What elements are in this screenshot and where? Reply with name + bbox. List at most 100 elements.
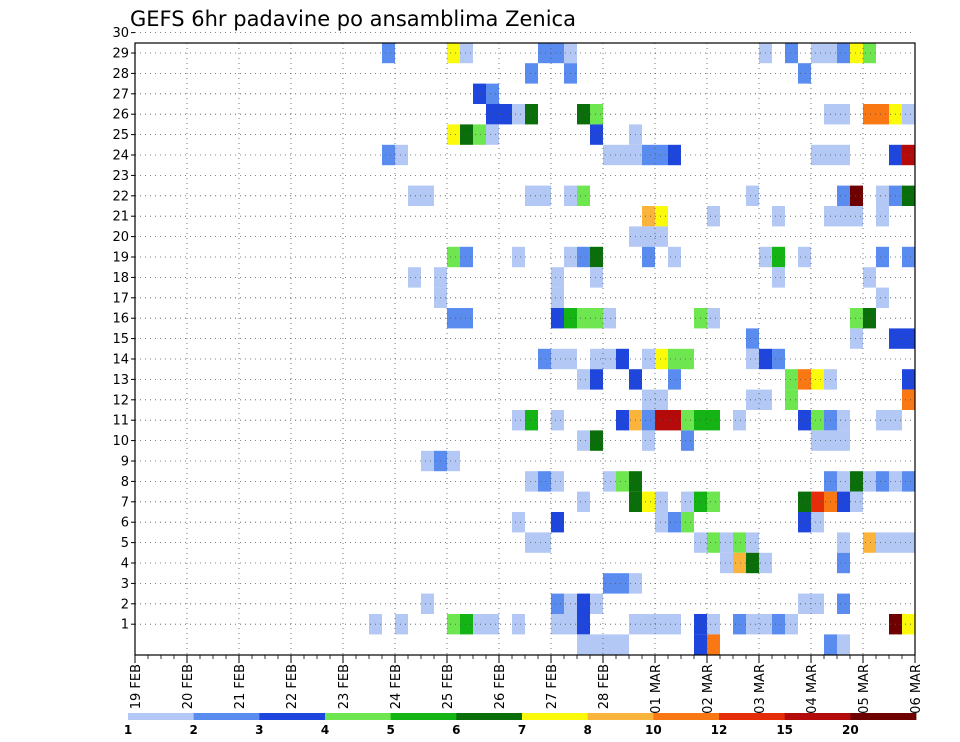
heatmap-cell [707,634,720,655]
heatmap-cell [902,369,915,390]
heatmap-cell [733,552,746,574]
heatmap-cell [850,308,863,329]
heatmap-cell [590,104,603,125]
heatmap-cell [590,634,603,655]
x-tick-label: 24 FEB [389,664,404,709]
heatmap-cell [460,614,473,635]
x-tick-label: 05 MAR [857,664,872,714]
heatmap-cell [616,634,629,655]
heatmap-cell [551,471,564,492]
heatmap-cell [668,246,681,268]
heatmap-cell [837,491,850,512]
heatmap-cell [772,614,785,635]
heatmap-cell [772,246,785,268]
heatmap-cell [733,532,746,553]
heatmap-cell [551,43,564,64]
x-tick-label: 04 MAR [805,664,820,714]
heatmap-cell [486,104,499,125]
heatmap-cell [577,308,590,329]
heatmap-cell [837,43,850,64]
y-tick-label: 11 [112,414,129,429]
colorbar-swatch [719,713,786,720]
colorbar-label: 6 [452,723,460,737]
heatmap-cell [707,206,720,227]
y-tick-label: 30 [112,26,129,41]
x-axis: 19 FEB 20 FEB 21 FEB 22 FEB 23 FEB 24 FEB 25 F… [129,655,924,714]
heatmap-cell [863,104,876,125]
heatmap-cell [616,144,629,166]
heatmap-cell [811,491,824,512]
heatmap-cell [902,144,915,166]
heatmap-cell [655,144,668,166]
heatmap-cell [551,512,564,533]
heatmap-cell [811,144,824,166]
heatmap-cell [837,410,850,431]
heatmap-cell [850,206,863,227]
heatmap-cell [525,410,538,431]
colorbar-label: 2 [189,723,197,737]
heatmap-cell [577,104,590,125]
y-tick-label: 28 [112,67,129,82]
heatmap-cell [746,614,759,635]
heatmap-cell [785,43,798,64]
colorbar-swatch [390,713,457,720]
heatmap-cell [850,185,863,206]
y-tick-label: 6 [121,516,129,531]
heatmap-cell [473,614,486,635]
heatmap-cell [642,246,655,268]
heatmap-cell [395,144,408,166]
heatmap-cell [512,246,525,268]
colorbar-label: 3 [255,723,263,737]
heatmap-cells [369,43,915,655]
heatmap-cell [707,491,720,512]
heatmap-cell [733,410,746,431]
heatmap-cell [642,226,655,247]
heatmap-cell [551,348,564,370]
colorbar-label: 1 [124,723,132,737]
heatmap-cell [421,185,434,206]
heatmap-cell [902,104,915,125]
x-tick-label: 01 MAR [649,664,664,714]
heatmap-cell [863,532,876,553]
heatmap-cell [902,389,915,410]
heatmap-cell [512,410,525,431]
heatmap-cell [902,246,915,268]
heatmap-cell [408,267,421,288]
heatmap-cell [512,614,525,635]
x-tick-label: 02 MAR [701,664,716,714]
heatmap-cell [694,634,707,655]
heatmap-cell [876,206,889,227]
y-tick-label: 3 [121,577,129,592]
x-tick-label: 03 MAR [753,664,768,714]
x-tick-label: 23 FEB [337,664,352,709]
y-tick-label: 2 [121,597,129,612]
heatmap-cell [798,369,811,390]
heatmap-cell [668,369,681,390]
heatmap-cell [577,491,590,512]
heatmap-cell [460,246,473,268]
heatmap-cell [785,614,798,635]
heatmap-cell [603,471,616,492]
y-tick-label: 27 [112,87,129,102]
heatmap-cell [421,450,434,472]
heatmap-cell [590,124,603,145]
heatmap-cell [746,348,759,370]
heatmap-cell [837,471,850,492]
heatmap-cell [681,348,694,370]
heatmap-cell [681,430,694,451]
heatmap-cell [577,369,590,390]
heatmap-cell [876,471,889,492]
heatmap-cell [798,593,811,614]
heatmap-cell [655,389,668,410]
heatmap-cell [668,410,681,431]
heatmap-cell [902,471,915,492]
heatmap-cell [837,593,850,614]
heatmap-cell [642,389,655,410]
heatmap-cell [746,389,759,410]
heatmap-cell [746,552,759,574]
heatmap-cell [850,471,863,492]
y-tick-label: 18 [112,271,129,286]
heatmap-cell [603,308,616,329]
heatmap-cell [447,246,460,268]
heatmap-cell [772,348,785,370]
